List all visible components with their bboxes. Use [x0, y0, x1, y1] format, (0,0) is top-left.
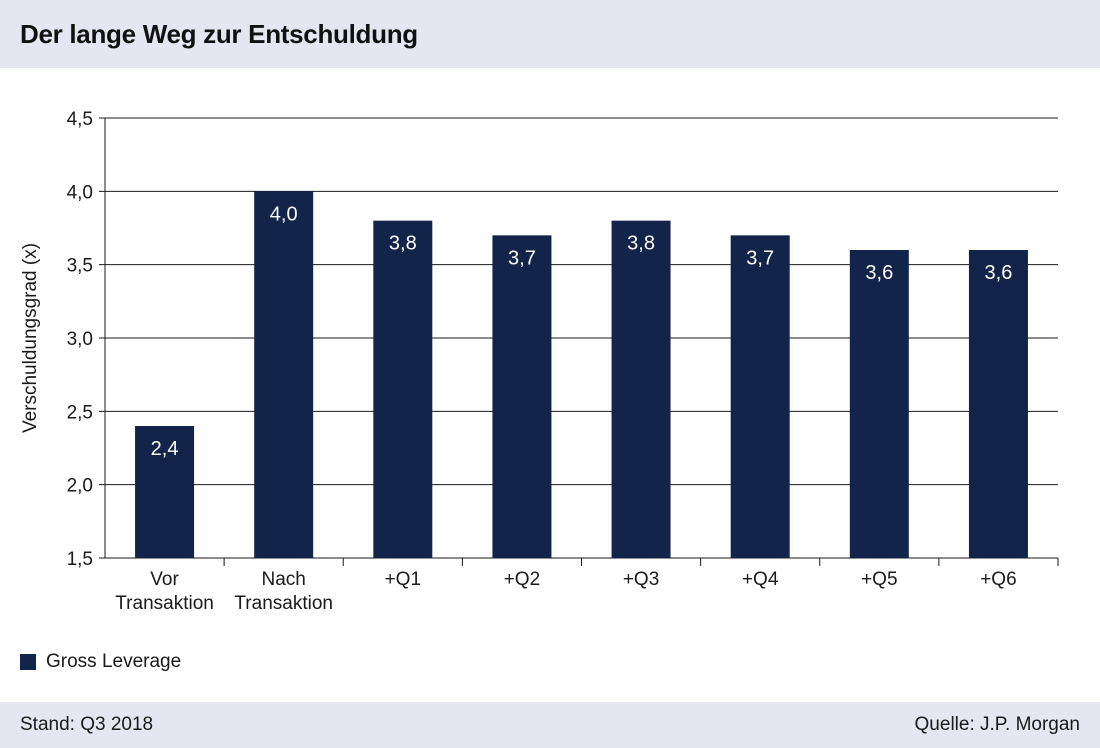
x-tick-label-line: Transaktion	[115, 593, 214, 614]
x-tick-label-line: Vor	[150, 569, 179, 590]
footer-source: Quelle: J.P. Morgan	[914, 714, 1080, 735]
x-tick-label: Nach Transaktion	[234, 569, 333, 614]
data-label: 4,0	[270, 203, 298, 225]
y-tick-label: 1,5	[67, 549, 93, 570]
y-tick-label: 3,0	[67, 329, 93, 350]
x-tick-label-line: +Q6	[980, 569, 1016, 590]
x-tick-label-line: +Q1	[385, 569, 421, 590]
bar-chart: 1,5 2,0 2,5 3,0 3,5 4,0 4,5 Verschuldungsgrad (…	[20, 109, 1059, 614]
x-tick-label-line: Transaktion	[234, 593, 333, 614]
y-tick-label: 2,5	[67, 402, 93, 423]
data-label: 3,6	[985, 262, 1013, 284]
x-tick-label-line: +Q5	[861, 569, 897, 590]
y-tick-label: 2,0	[67, 476, 93, 497]
bar	[611, 220, 671, 558]
legend-label: Gross Leverage	[46, 651, 182, 672]
y-tick-label: 3,5	[67, 256, 93, 277]
x-tick-label: +Q1	[385, 569, 421, 590]
y-tick-label: 4,0	[67, 182, 93, 203]
y-tick-label: 4,5	[67, 109, 93, 130]
data-label: 3,8	[389, 233, 417, 255]
x-tick-label: +Q3	[623, 569, 659, 590]
bar	[730, 235, 790, 559]
data-label: 2,4	[151, 438, 179, 460]
bar	[968, 250, 1028, 558]
x-tick-label-line: +Q4	[742, 569, 779, 590]
data-label: 3,7	[746, 247, 774, 269]
bar	[254, 191, 314, 558]
bar	[849, 250, 909, 558]
chart-title: Der lange Weg zur Entschuldung	[20, 19, 418, 49]
legend: Gross Leverage	[20, 650, 181, 674]
x-tick-label: +Q2	[504, 569, 540, 590]
y-axis-title: Verschuldungsgrad (x)	[20, 243, 41, 433]
x-tick-label-line: +Q3	[623, 569, 659, 590]
title-bar: Der lange Weg zur Entschuldung	[0, 0, 1100, 68]
data-label: 3,8	[627, 233, 655, 255]
data-label: 3,6	[865, 262, 893, 284]
bar	[492, 235, 552, 559]
x-tick-label: Vor Transaktion	[115, 569, 214, 614]
bar	[135, 426, 195, 558]
x-tick-label-line: +Q2	[504, 569, 540, 590]
x-tick-label: +Q4	[742, 569, 779, 590]
bar	[373, 220, 433, 558]
x-tick-label: +Q6	[980, 569, 1016, 590]
footer-stand: Stand: Q3 2018	[20, 714, 154, 735]
data-label: 3,7	[508, 247, 536, 269]
legend-swatch	[20, 654, 36, 670]
x-tick-label: +Q5	[861, 569, 897, 590]
x-tick-label-line: Nach	[262, 569, 306, 590]
footer-bar: Stand: Q3 2018 Quelle: J.P. Morgan	[0, 702, 1100, 748]
